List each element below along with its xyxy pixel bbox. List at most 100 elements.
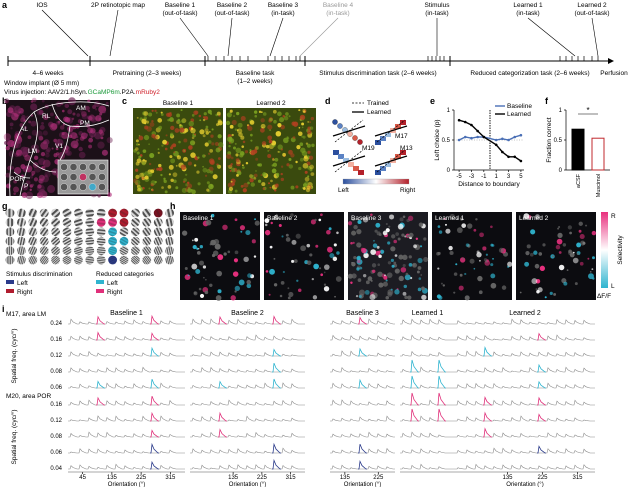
- legend-swatch: [6, 280, 14, 284]
- cell: [334, 295, 336, 298]
- fov-cell: [173, 179, 177, 184]
- trace-selective: [537, 380, 546, 389]
- series-point: [507, 155, 510, 159]
- cell: [507, 261, 513, 267]
- cell: [264, 218, 270, 224]
- trace: [455, 447, 595, 454]
- cell: [418, 277, 422, 280]
- trace: [400, 399, 455, 406]
- grating-stripes: [165, 236, 175, 246]
- fov-cell: [170, 158, 176, 164]
- fov-cell: [135, 139, 139, 143]
- cell: [412, 263, 415, 267]
- cell: [544, 296, 547, 299]
- cell: [362, 273, 367, 278]
- cell: [210, 213, 215, 218]
- cell: [347, 273, 353, 279]
- cell: [501, 285, 507, 290]
- fov-cell: [190, 127, 196, 134]
- fov-cell: [255, 145, 260, 150]
- fov-cell: [290, 185, 295, 190]
- cell: [558, 264, 565, 271]
- area-label: POR: [10, 176, 24, 183]
- cell: [290, 213, 294, 217]
- map-texture: [80, 109, 83, 113]
- cell: [234, 285, 240, 292]
- fov-cell: [136, 151, 140, 155]
- fov-cell: [168, 164, 174, 170]
- fov-cell: [194, 133, 197, 136]
- fov-cell: [169, 117, 174, 122]
- trace-selective: [96, 380, 105, 389]
- grating-stripes: [85, 227, 95, 237]
- map-texture: [14, 166, 22, 175]
- fov-cell: [249, 149, 252, 152]
- grating-stripes: [5, 208, 15, 218]
- map-texture: [55, 138, 64, 147]
- fov-cell: [295, 160, 298, 164]
- event-leader: [109, 9, 119, 57]
- fov-cell: [232, 146, 236, 150]
- cell: [194, 237, 199, 242]
- map-texture: [45, 149, 50, 154]
- cell: [484, 260, 488, 263]
- map-texture: [38, 178, 43, 184]
- fov-cell: [255, 170, 257, 172]
- grating-stripes: [142, 218, 152, 227]
- schematic-square: [375, 140, 381, 145]
- fov-cell: [209, 148, 214, 153]
- cell: [456, 227, 463, 234]
- event-label: Learned 1: [513, 2, 543, 9]
- cell: [482, 246, 487, 251]
- fov-cell: [301, 126, 304, 129]
- cell: [212, 250, 219, 256]
- panel-letter: g: [2, 201, 8, 211]
- x-tick-label: 225: [537, 475, 548, 481]
- trace-selective: [96, 331, 105, 341]
- map-texture: [64, 103, 70, 109]
- grating-stripes: [74, 208, 83, 218]
- cell: [407, 215, 414, 221]
- fov-cell: [173, 151, 176, 154]
- trace: [68, 463, 185, 470]
- legend-swatch: [96, 289, 104, 293]
- event-leader: [179, 17, 209, 57]
- cell: [490, 225, 493, 229]
- cell: [199, 260, 205, 266]
- fov-cell: [304, 181, 309, 186]
- grating-stripes: [142, 227, 152, 237]
- fov-cell: [253, 173, 258, 178]
- trace: [330, 334, 395, 341]
- fov-cell: [135, 161, 140, 166]
- cell: [300, 245, 306, 252]
- inset-grating: [79, 183, 87, 191]
- cell: [449, 213, 456, 220]
- fov-cell: [207, 152, 211, 155]
- virus-part: GCaMP6m: [88, 89, 120, 96]
- cell: [196, 251, 201, 255]
- fov-cell: [235, 158, 240, 163]
- cell: [336, 251, 340, 255]
- cell: [223, 252, 227, 256]
- fov-cell: [141, 161, 146, 166]
- fov-cell: [226, 112, 232, 118]
- grating-stripes: [28, 236, 38, 246]
- cell: [526, 244, 531, 249]
- fov-cell: [217, 134, 222, 139]
- cell: [557, 227, 560, 230]
- fov-cell: [193, 164, 197, 167]
- cell: [417, 266, 422, 270]
- cell: [453, 272, 458, 276]
- cell: [360, 247, 365, 252]
- map-texture: [107, 192, 112, 198]
- fov-cell: [172, 172, 178, 178]
- fov-cell: [158, 163, 162, 168]
- cell: [314, 218, 317, 222]
- cell: [391, 234, 396, 239]
- cell: [320, 273, 324, 277]
- cell: [184, 266, 188, 270]
- inset-grating: [88, 173, 97, 181]
- cell: [295, 233, 301, 239]
- fov-cell: [306, 143, 311, 148]
- map-title: Learned 1: [435, 215, 465, 222]
